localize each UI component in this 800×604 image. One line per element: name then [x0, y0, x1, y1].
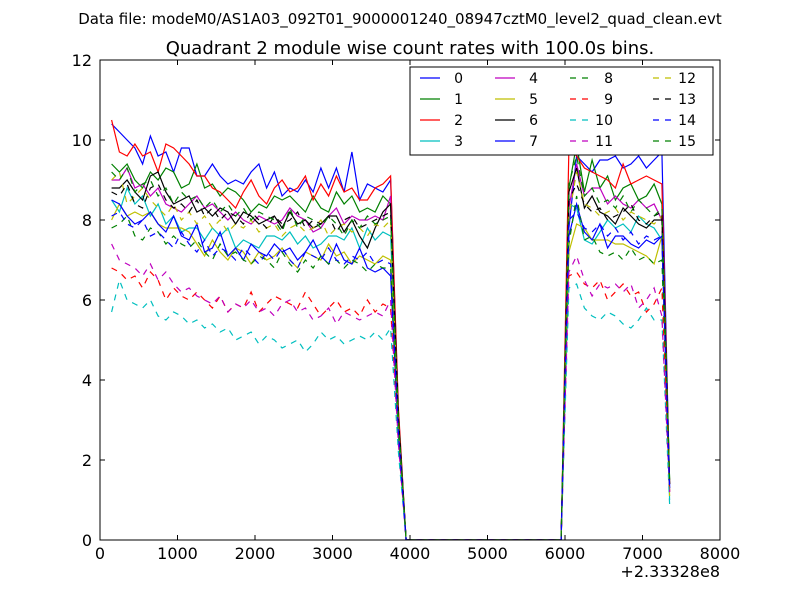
y-tick-label: 4: [82, 371, 92, 390]
series-line-5: [111, 202, 671, 540]
legend-frame: [409, 66, 714, 156]
series-line-14: [111, 210, 671, 540]
legend-label-10: 10: [595, 113, 613, 129]
series-line-8: [111, 195, 671, 540]
y-tick-label: 8: [82, 211, 92, 230]
y-tick-label: 0: [82, 531, 92, 550]
legend-label-8: 8: [604, 71, 613, 87]
legend-label-15: 15: [678, 134, 696, 150]
legend-label-6: 6: [529, 113, 538, 129]
x-tick-label: 3000: [312, 544, 353, 563]
legend-label-13: 13: [678, 92, 696, 108]
legend-label-0: 0: [454, 71, 463, 87]
series-line-9: [111, 267, 671, 540]
legend-label-7: 7: [529, 134, 538, 150]
x-tick-label: 0: [95, 544, 105, 563]
legend-label-5: 5: [529, 92, 538, 108]
x-tick-label: 5000: [467, 544, 508, 563]
y-tick-label: 6: [82, 291, 92, 310]
x-offset-label: +2.33328e8: [620, 562, 720, 581]
legend-label-11: 11: [595, 134, 613, 150]
x-tick-label: 2000: [235, 544, 276, 563]
x-tick-label: 8000: [700, 544, 741, 563]
legend-label-2: 2: [454, 113, 463, 129]
y-tick-label: 12: [72, 51, 92, 70]
x-tick-label: 7000: [622, 544, 663, 563]
y-tick-label: 10: [72, 131, 92, 150]
chart-title: Quadrant 2 module wise count rates with …: [166, 38, 655, 59]
series-line-10: [111, 277, 671, 540]
series-line-12: [111, 170, 671, 540]
x-tick-label: 4000: [390, 544, 431, 563]
legend-label-9: 9: [604, 92, 613, 108]
y-tick-label: 2: [82, 451, 92, 470]
legend-label-4: 4: [529, 71, 538, 87]
x-tick-label: 6000: [545, 544, 586, 563]
legend-label-12: 12: [678, 71, 696, 87]
series-line-2: [111, 119, 671, 540]
suptitle: Data file: modeM0/AS1A03_092T01_90000012…: [78, 10, 722, 29]
legend-label-1: 1: [454, 92, 463, 108]
series-line-6: [111, 167, 671, 540]
legend-label-3: 3: [454, 134, 463, 150]
x-tick-label: 1000: [157, 544, 198, 563]
legend-label-14: 14: [678, 113, 696, 129]
